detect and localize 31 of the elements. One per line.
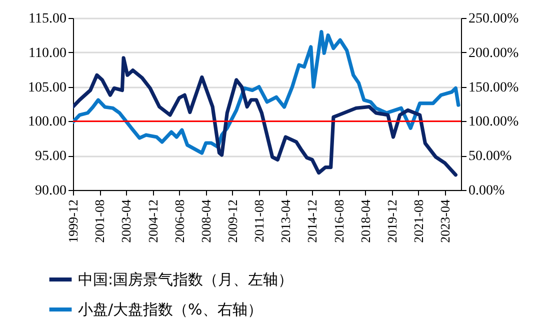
x-tick-label: 2013-04: [278, 199, 294, 243]
x-tick-label: 2001-08: [92, 200, 108, 243]
x-tick-label: 2004-12: [145, 200, 160, 243]
y-tick-label: 115.00: [28, 12, 66, 26]
legend-label: 中国:国房景气指数（月、左轴）: [78, 270, 294, 288]
x-tick-label: 2006-08: [172, 200, 187, 243]
line-series: [73, 56, 458, 177]
y2-tick-label: 150.00%: [468, 80, 519, 96]
y-tick-label: 100.00: [28, 114, 66, 130]
y2-tick-label: 50.00%: [468, 149, 512, 164]
x-tick-label: 1999-12: [66, 200, 80, 243]
legend-label: 小盘/大盘指数（%、右轴）: [78, 300, 262, 318]
x-tick-label: 2014-12: [304, 200, 320, 243]
y2-tick-label: 250.00%: [468, 12, 519, 26]
x-tick-label: 2018-04: [358, 199, 373, 243]
y-tick-label: 105.00: [28, 80, 66, 96]
x-tick-label: 2011-08: [252, 200, 267, 242]
x-tick-label: 2008-04: [198, 199, 214, 243]
x-tick-label: 2019-12: [384, 200, 400, 243]
y-tick-label: 95.00: [35, 149, 66, 164]
y-tick-label: 90.00: [35, 184, 66, 198]
y2-tick-label: 0.00%: [468, 184, 505, 198]
x-tick-label: 2003-04: [118, 199, 134, 243]
x-tick-label: 2016-08: [331, 200, 346, 243]
y2-tick-label: 100.00%: [468, 114, 519, 130]
x-tick-label: 2021-08: [410, 200, 426, 243]
x-tick-label: 2023-04: [438, 199, 453, 243]
line-series: [73, 30, 460, 155]
y2-tick-label: 200.00%: [468, 46, 519, 61]
y-tick-label: 110.00: [28, 46, 66, 61]
x-tick-label: 2009-12: [224, 200, 240, 243]
